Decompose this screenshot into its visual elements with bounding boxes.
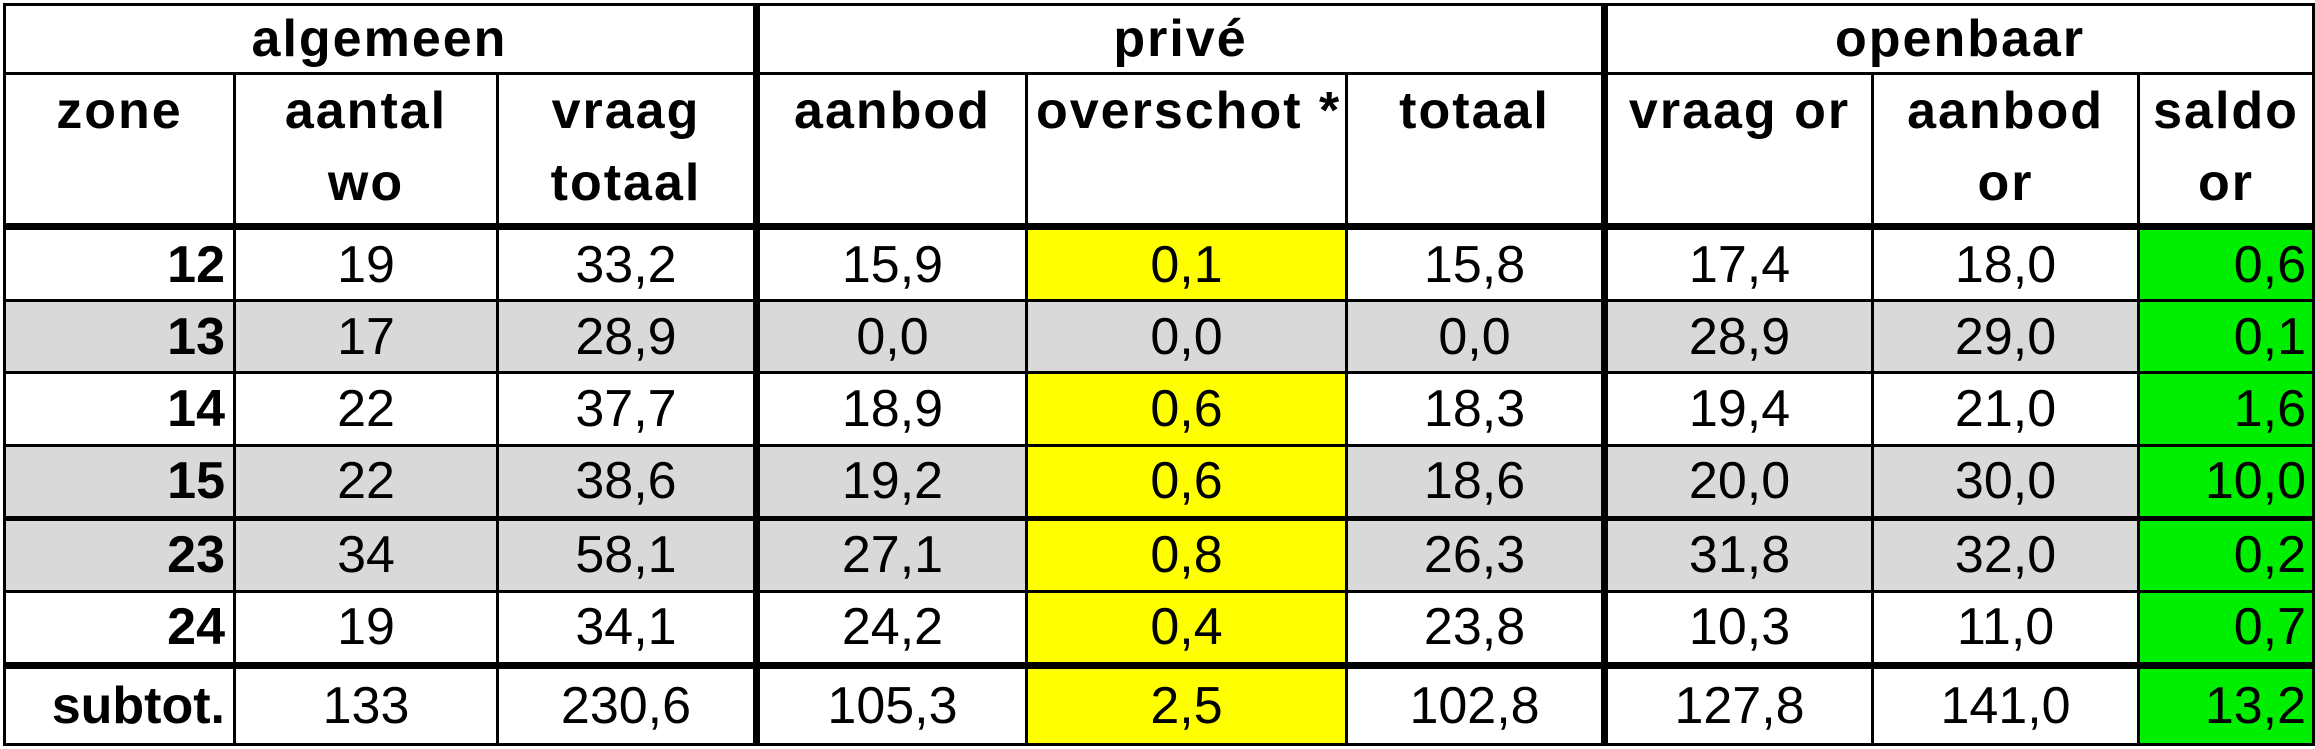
col-header-aantal-wo: aantal wo (233, 72, 499, 231)
table-row: 24 19 34,1 24,2 0,4 23,8 10,3 11,0 0,7 (3, 589, 2315, 667)
cell-totaal[interactable]: 18,6 (1344, 443, 1607, 520)
cell-vraag-or[interactable]: 28,9 (1601, 299, 1875, 375)
cell-zone[interactable]: 14 (3, 371, 236, 447)
cell-vraag-totaal[interactable]: 38,6 (496, 443, 758, 520)
col-header-aanbod-or: aanbod or (1871, 72, 2141, 231)
cell-vraag-totaal[interactable]: 58,1 (496, 515, 758, 593)
table-row: 23 34 58,1 27,1 0,8 26,3 31,8 32,0 0,2 (3, 515, 2315, 593)
table-row: 13 17 28,9 0,0 0,0 0,0 28,9 29,0 0,1 (3, 299, 2315, 375)
cell-vraag-totaal-subtotal[interactable]: 230,6 (496, 661, 758, 747)
cell-aantal-wo[interactable]: 22 (233, 371, 499, 447)
cell-vraag-totaal[interactable]: 34,1 (496, 589, 758, 667)
group-header-row: algemeen privé openbaar (3, 2, 2315, 76)
cell-aantal-wo[interactable]: 17 (233, 299, 499, 375)
cell-aanbod-or[interactable]: 18,0 (1871, 225, 2141, 303)
cell-zone[interactable]: 13 (3, 299, 236, 375)
cell-aanbod[interactable]: 0,0 (753, 299, 1028, 375)
cell-vraag-or[interactable]: 19,4 (1601, 371, 1875, 447)
cell-saldo-or[interactable]: 0,2 (2137, 515, 2315, 593)
cell-totaal[interactable]: 15,8 (1344, 225, 1607, 303)
cell-overschot[interactable]: 0,6 (1025, 371, 1348, 447)
cell-vraag-totaal[interactable]: 33,2 (496, 225, 758, 303)
subtotal-row: subtot. 133 230,6 105,3 2,5 102,8 127,8 … (3, 661, 2315, 747)
cell-zone[interactable]: 15 (3, 443, 236, 520)
cell-aantal-wo-subtotal[interactable]: 133 (233, 661, 499, 747)
col-header-vraag-totaal: vraag totaal (496, 72, 758, 231)
cell-aanbod-subtotal[interactable]: 105,3 (753, 661, 1028, 747)
column-header-row: zone aantal wo vraag totaal aanbod oversch… (3, 72, 2315, 231)
cell-zone[interactable]: 24 (3, 589, 236, 667)
cell-vraag-totaal[interactable]: 37,7 (496, 371, 758, 447)
col-header-saldo-or: saldo or (2137, 72, 2315, 231)
cell-saldo-or[interactable]: 0,1 (2137, 299, 2315, 375)
cell-totaal-subtotal[interactable]: 102,8 (1344, 661, 1607, 747)
cell-aanbod-or[interactable]: 21,0 (1871, 371, 2141, 447)
cell-overschot[interactable]: 0,0 (1025, 299, 1348, 375)
cell-saldo-or-subtotal[interactable]: 13,2 (2137, 661, 2315, 747)
cell-vraag-or[interactable]: 31,8 (1601, 515, 1875, 593)
cell-overschot[interactable]: 0,6 (1025, 443, 1348, 520)
col-header-totaal: totaal (1344, 72, 1607, 231)
cell-aantal-wo[interactable]: 34 (233, 515, 499, 593)
cell-vraag-or[interactable]: 17,4 (1601, 225, 1875, 303)
group-header-prive: privé (752, 2, 1607, 76)
table-row: 15 22 38,6 19,2 0,6 18,6 20,0 30,0 10,0 (3, 443, 2315, 520)
cell-totaal[interactable]: 18,3 (1344, 371, 1607, 447)
cell-aanbod-or[interactable]: 32,0 (1871, 515, 2141, 593)
cell-vraag-or[interactable]: 20,0 (1601, 443, 1875, 520)
cell-totaal[interactable]: 23,8 (1344, 589, 1607, 667)
cell-saldo-or[interactable]: 0,6 (2137, 225, 2315, 303)
cell-aanbod-or[interactable]: 30,0 (1871, 443, 2141, 520)
cell-totaal[interactable]: 26,3 (1344, 515, 1607, 593)
cell-aanbod[interactable]: 15,9 (753, 225, 1028, 303)
cell-aanbod-or[interactable]: 11,0 (1871, 589, 2141, 667)
parking-balance-table: algemeen privé openbaar zone aantal wo vr… (3, 2, 2315, 747)
cell-aanbod-or-subtotal[interactable]: 141,0 (1871, 661, 2141, 747)
cell-aanbod-or[interactable]: 29,0 (1871, 299, 2141, 375)
cell-overschot-subtotal[interactable]: 2,5 (1025, 661, 1348, 747)
cell-aantal-wo[interactable]: 22 (233, 443, 499, 520)
table-row: 12 19 33,2 15,9 0,1 15,8 17,4 18,0 0,6 (3, 225, 2315, 303)
cell-aanbod[interactable]: 24,2 (753, 589, 1028, 667)
cell-saldo-or[interactable]: 10,0 (2137, 443, 2315, 520)
cell-overschot[interactable]: 0,4 (1025, 589, 1348, 667)
cell-vraag-totaal[interactable]: 28,9 (496, 299, 758, 375)
cell-zone[interactable]: 12 (3, 225, 236, 303)
cell-aanbod[interactable]: 19,2 (753, 443, 1028, 520)
col-header-zone: zone (3, 72, 236, 231)
group-header-openbaar: openbaar (1601, 2, 2315, 76)
cell-aanbod[interactable]: 27,1 (753, 515, 1028, 593)
cell-overschot[interactable]: 0,8 (1025, 515, 1348, 593)
cell-saldo-or[interactable]: 1,6 (2137, 371, 2315, 447)
cell-aanbod[interactable]: 18,9 (753, 371, 1028, 447)
cell-saldo-or[interactable]: 0,7 (2137, 589, 2315, 667)
cell-vraag-or[interactable]: 10,3 (1601, 589, 1875, 667)
cell-zone[interactable]: 23 (3, 515, 236, 593)
cell-aantal-wo[interactable]: 19 (233, 589, 499, 667)
cell-zone-subtotal[interactable]: subtot. (3, 661, 236, 747)
col-header-overschot: overschot * (1025, 72, 1348, 231)
cell-aantal-wo[interactable]: 19 (233, 225, 499, 303)
cell-totaal[interactable]: 0,0 (1344, 299, 1607, 375)
table-row: 14 22 37,7 18,9 0,6 18,3 19,4 21,0 1,6 (3, 371, 2315, 447)
cell-overschot[interactable]: 0,1 (1025, 225, 1348, 303)
col-header-vraag-or: vraag or (1601, 72, 1875, 231)
group-header-algemeen: algemeen (3, 2, 758, 76)
cell-vraag-or-subtotal[interactable]: 127,8 (1601, 661, 1875, 747)
col-header-aanbod: aanbod (753, 72, 1028, 231)
